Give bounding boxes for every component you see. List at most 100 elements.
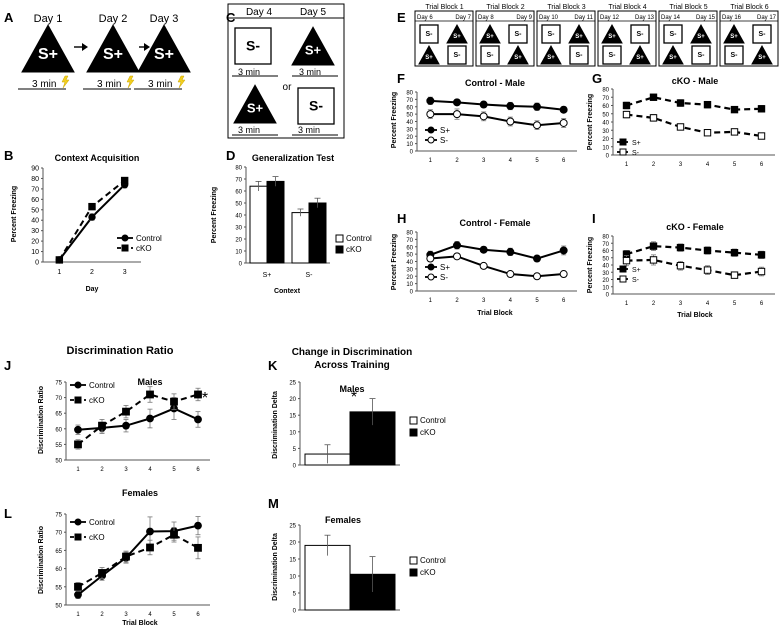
panelC-frame [227,3,345,139]
y-tick-label: 70 [406,98,413,104]
y-tick-label: 55 [55,585,62,591]
data-point-marker [194,521,202,530]
series-line [430,113,564,127]
x-tick-label: 5 [535,298,539,304]
data-point-marker [559,270,568,279]
data-point-marker [757,267,766,276]
y-tick-label: 20 [289,541,296,547]
data-point-marker [622,256,631,265]
panel-letter-h: H [397,211,406,226]
data-point-marker [170,530,178,539]
data-point-marker [533,272,541,281]
panel-letter-m: M [268,496,279,511]
x-axis-label: Context [274,288,301,295]
data-point-marker [703,129,712,137]
panelE-day-label: Day 7 [455,15,471,21]
data-point-marker [479,245,488,254]
x-tick-label: 2 [652,162,656,168]
stimulus-label: S+ [636,55,644,61]
triangle-shape [86,24,140,73]
panelE-block-frame [658,10,718,67]
legend-label: cKO [89,533,105,542]
x-tick-label: 5 [172,612,176,618]
panel-letter-a: A [4,10,14,25]
panelE-triangle: S+ [446,23,468,44]
panelE-triangle: S+ [540,44,562,65]
panelC-day-label: Day 5 [300,7,327,18]
y-tick-label: 20 [235,238,242,244]
x-tick-label: 3 [124,612,128,618]
data-point-marker [98,421,106,430]
panel-letter-e: E [397,10,406,25]
data-point-marker [426,96,435,105]
data-point-marker [730,128,739,136]
x-tick-label: 1 [57,269,61,276]
y-tick-label: 70 [602,96,609,102]
legend-item: S+ [617,138,641,147]
x-tick-label: 1 [625,162,629,168]
legend-label: cKO [420,568,436,577]
y-tick-label: 30 [235,226,242,232]
legend-label: S+ [632,140,641,147]
legend-swatch [335,245,344,254]
legend-item: S- [425,136,448,145]
y-tick-label: 10 [602,145,609,151]
square-shape [234,27,272,65]
panelE-square: S- [630,24,650,44]
data-point-marker [121,244,129,252]
legend-item: cKO [117,244,152,253]
series-line [77,393,199,446]
panelA-arrowhead [144,43,150,51]
x-tick-label: 6 [760,301,764,307]
chart-title: Control - Female [459,218,530,228]
y-tick-label: 25 [289,381,296,387]
x-tick-label: 3 [482,158,486,164]
data-point-marker [533,102,541,111]
panel-letter-f: F [397,71,405,86]
data-point-marker [676,123,685,131]
panelE-block-label: Trial Block 3 [547,4,585,11]
panelC-right-bottom-square: S- [297,87,335,125]
y-tick-label: 10 [235,250,242,256]
y-tick-label: 40 [406,120,413,126]
chart-title-line: Change in Discrimination [292,347,413,358]
panelE-triangle: S+ [507,44,529,65]
panelE-square: S- [541,24,561,44]
x-tick-label: 3 [482,298,486,304]
legend-label: cKO [346,245,362,254]
data-point-marker [506,102,515,111]
y-tick-label: 20 [289,397,296,403]
panel-letter-b: B [4,148,13,163]
y-tick-label: 20 [602,278,609,284]
data-point-marker [426,110,435,119]
y-tick-label: 10 [289,430,296,436]
panel-letter-k: K [268,358,278,373]
y-tick-label: 80 [602,88,609,94]
square-shape [752,24,772,44]
y-tick-label: 25 [289,524,296,530]
y-tick-label: 30 [31,228,39,235]
stimulus-label: S- [246,37,260,53]
x-axis-label: Trial Block [477,310,513,317]
x-tick-label: 3 [123,269,127,276]
y-tick-label: 90 [31,166,39,173]
panelC-duration: 3 min [238,67,260,77]
square-shape [541,24,561,44]
panelE-day-label: Day 13 [635,15,655,21]
data-point-marker [98,569,106,577]
square-shape [508,24,528,44]
triangle-shape [479,23,501,44]
panelE-block-label: Trial Block 4 [608,4,646,11]
panelE-square: S- [602,45,622,65]
data-point-marker [533,254,541,263]
data-point-marker [703,100,712,109]
x-tick-label: 1 [76,467,80,473]
series-line [430,99,564,111]
square-shape [691,45,711,65]
data-point-marker [427,136,435,144]
stimulus-label: S- [609,52,617,59]
data-point-marker [146,414,154,423]
y-tick-label: 80 [602,235,609,241]
